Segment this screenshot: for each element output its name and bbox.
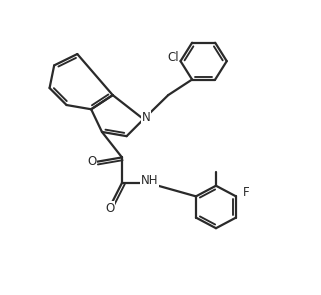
Text: O: O bbox=[87, 155, 96, 168]
Text: O: O bbox=[105, 202, 114, 215]
Text: N: N bbox=[142, 111, 151, 124]
Text: Cl: Cl bbox=[167, 51, 179, 64]
Text: F: F bbox=[243, 186, 249, 199]
Text: NH: NH bbox=[141, 173, 159, 186]
